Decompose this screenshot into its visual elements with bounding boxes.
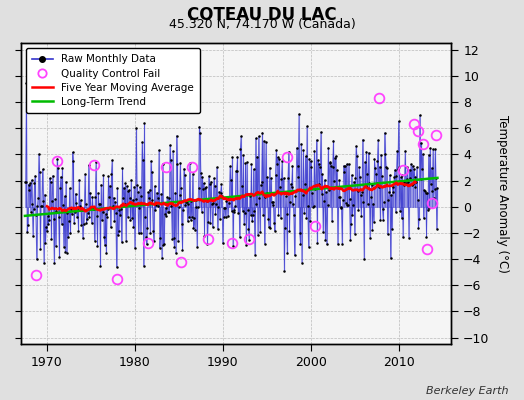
Text: COTEAU DU LAC: COTEAU DU LAC xyxy=(187,6,337,24)
Y-axis label: Temperature Anomaly (°C): Temperature Anomaly (°C) xyxy=(496,115,509,272)
Legend: Raw Monthly Data, Quality Control Fail, Five Year Moving Average, Long-Term Tren: Raw Monthly Data, Quality Control Fail, … xyxy=(26,48,200,113)
Text: 45.320 N, 74.170 W (Canada): 45.320 N, 74.170 W (Canada) xyxy=(169,18,355,31)
Text: Berkeley Earth: Berkeley Earth xyxy=(426,386,508,396)
